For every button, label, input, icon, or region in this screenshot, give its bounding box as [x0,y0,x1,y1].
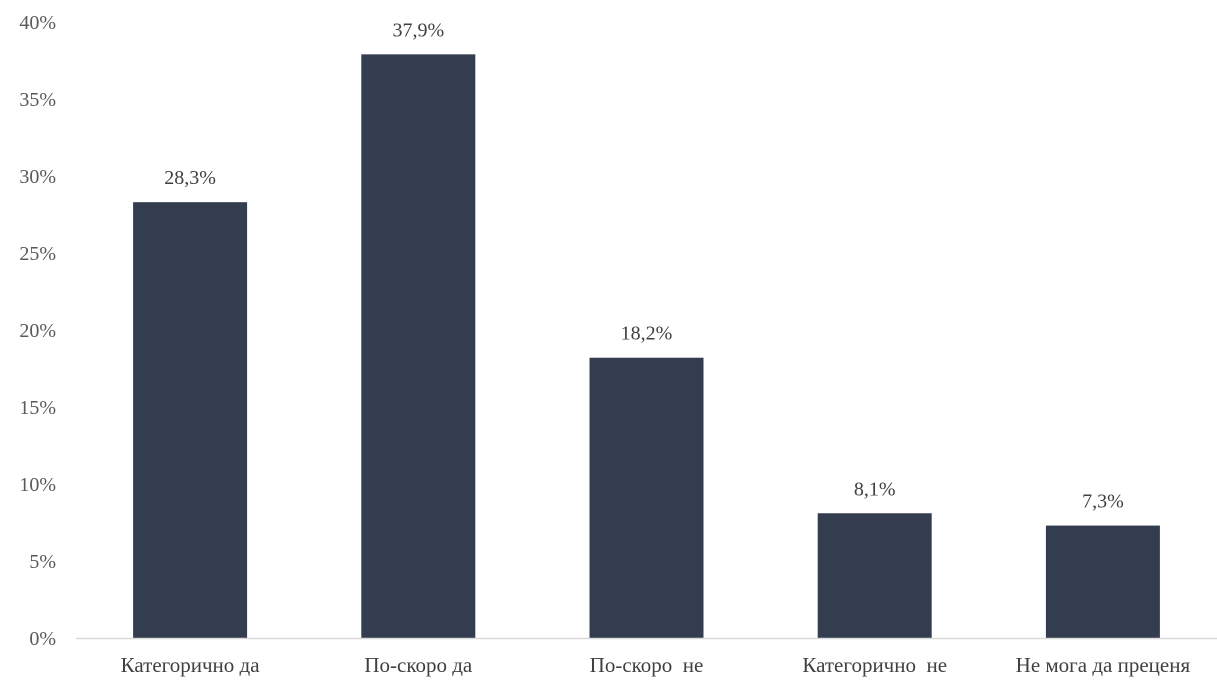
data-label: 37,9% [392,19,444,41]
category-label: Категорично не [802,653,947,677]
data-label: 18,2% [621,323,673,345]
bar [133,202,248,638]
y-tick-label: 20% [19,320,56,342]
bar [361,54,476,638]
y-tick-label: 10% [19,474,56,496]
bar [817,513,932,638]
y-tick-label: 0% [29,628,56,650]
category-labels-group: Категорично да По-скоро да По-скоро не Кате… [121,653,1191,677]
data-label: 8,1% [854,478,896,500]
y-tick-label: 5% [29,551,56,573]
category-label: Категорично да [121,653,261,677]
data-label: 28,3% [164,167,216,189]
category-label: Не мога да преценя [1016,653,1191,677]
y-tick-label: 30% [19,166,56,188]
bar [589,357,704,638]
category-label: По-скоро не [590,653,704,677]
category-label: По-скоро да [364,653,473,677]
bars-group [133,54,1160,638]
data-labels-group: 28,3% 37,9% 18,2% 8,1% 7,3% [164,19,1123,512]
y-axis-tick-labels: 0% 5% 10% 15% 20% 25% 30% 35% 40% [19,12,56,650]
y-tick-label: 25% [19,243,56,265]
data-label: 7,3% [1082,491,1124,513]
y-tick-label: 15% [19,397,56,419]
bar [1045,525,1160,638]
y-tick-label: 35% [19,89,56,111]
y-tick-label: 40% [19,12,56,34]
